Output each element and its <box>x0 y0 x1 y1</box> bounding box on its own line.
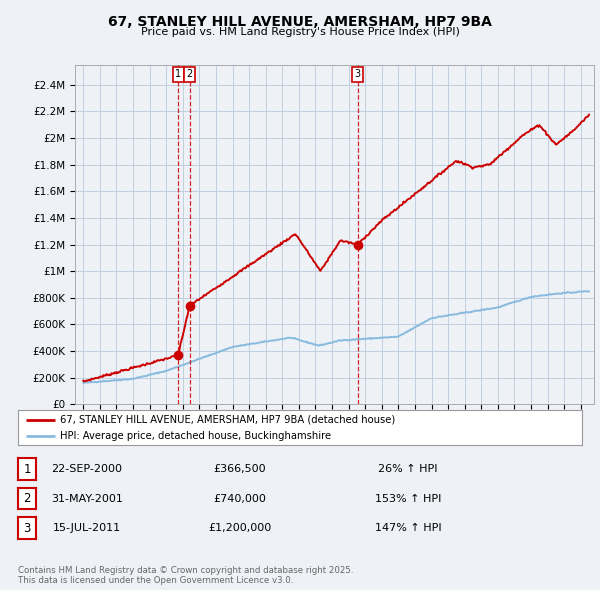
Text: 147% ↑ HPI: 147% ↑ HPI <box>374 523 442 533</box>
Text: HPI: Average price, detached house, Buckinghamshire: HPI: Average price, detached house, Buck… <box>60 431 331 441</box>
Text: 3: 3 <box>355 69 361 79</box>
Text: 1: 1 <box>175 69 181 79</box>
Text: 67, STANLEY HILL AVENUE, AMERSHAM, HP7 9BA (detached house): 67, STANLEY HILL AVENUE, AMERSHAM, HP7 9… <box>60 415 395 425</box>
Text: 26% ↑ HPI: 26% ↑ HPI <box>378 464 438 474</box>
Text: 2: 2 <box>187 69 193 79</box>
Text: Contains HM Land Registry data © Crown copyright and database right 2025.
This d: Contains HM Land Registry data © Crown c… <box>18 566 353 585</box>
Text: Price paid vs. HM Land Registry's House Price Index (HPI): Price paid vs. HM Land Registry's House … <box>140 27 460 37</box>
Text: 1: 1 <box>23 463 31 476</box>
Text: 31-MAY-2001: 31-MAY-2001 <box>51 494 123 503</box>
Text: 3: 3 <box>23 522 31 535</box>
Text: 2: 2 <box>23 492 31 505</box>
Text: 15-JUL-2011: 15-JUL-2011 <box>53 523 121 533</box>
Text: 67, STANLEY HILL AVENUE, AMERSHAM, HP7 9BA: 67, STANLEY HILL AVENUE, AMERSHAM, HP7 9… <box>108 15 492 29</box>
Text: 153% ↑ HPI: 153% ↑ HPI <box>375 494 441 503</box>
Text: £740,000: £740,000 <box>214 494 266 503</box>
Text: 22-SEP-2000: 22-SEP-2000 <box>52 464 122 474</box>
Text: £366,500: £366,500 <box>214 464 266 474</box>
Text: £1,200,000: £1,200,000 <box>208 523 272 533</box>
